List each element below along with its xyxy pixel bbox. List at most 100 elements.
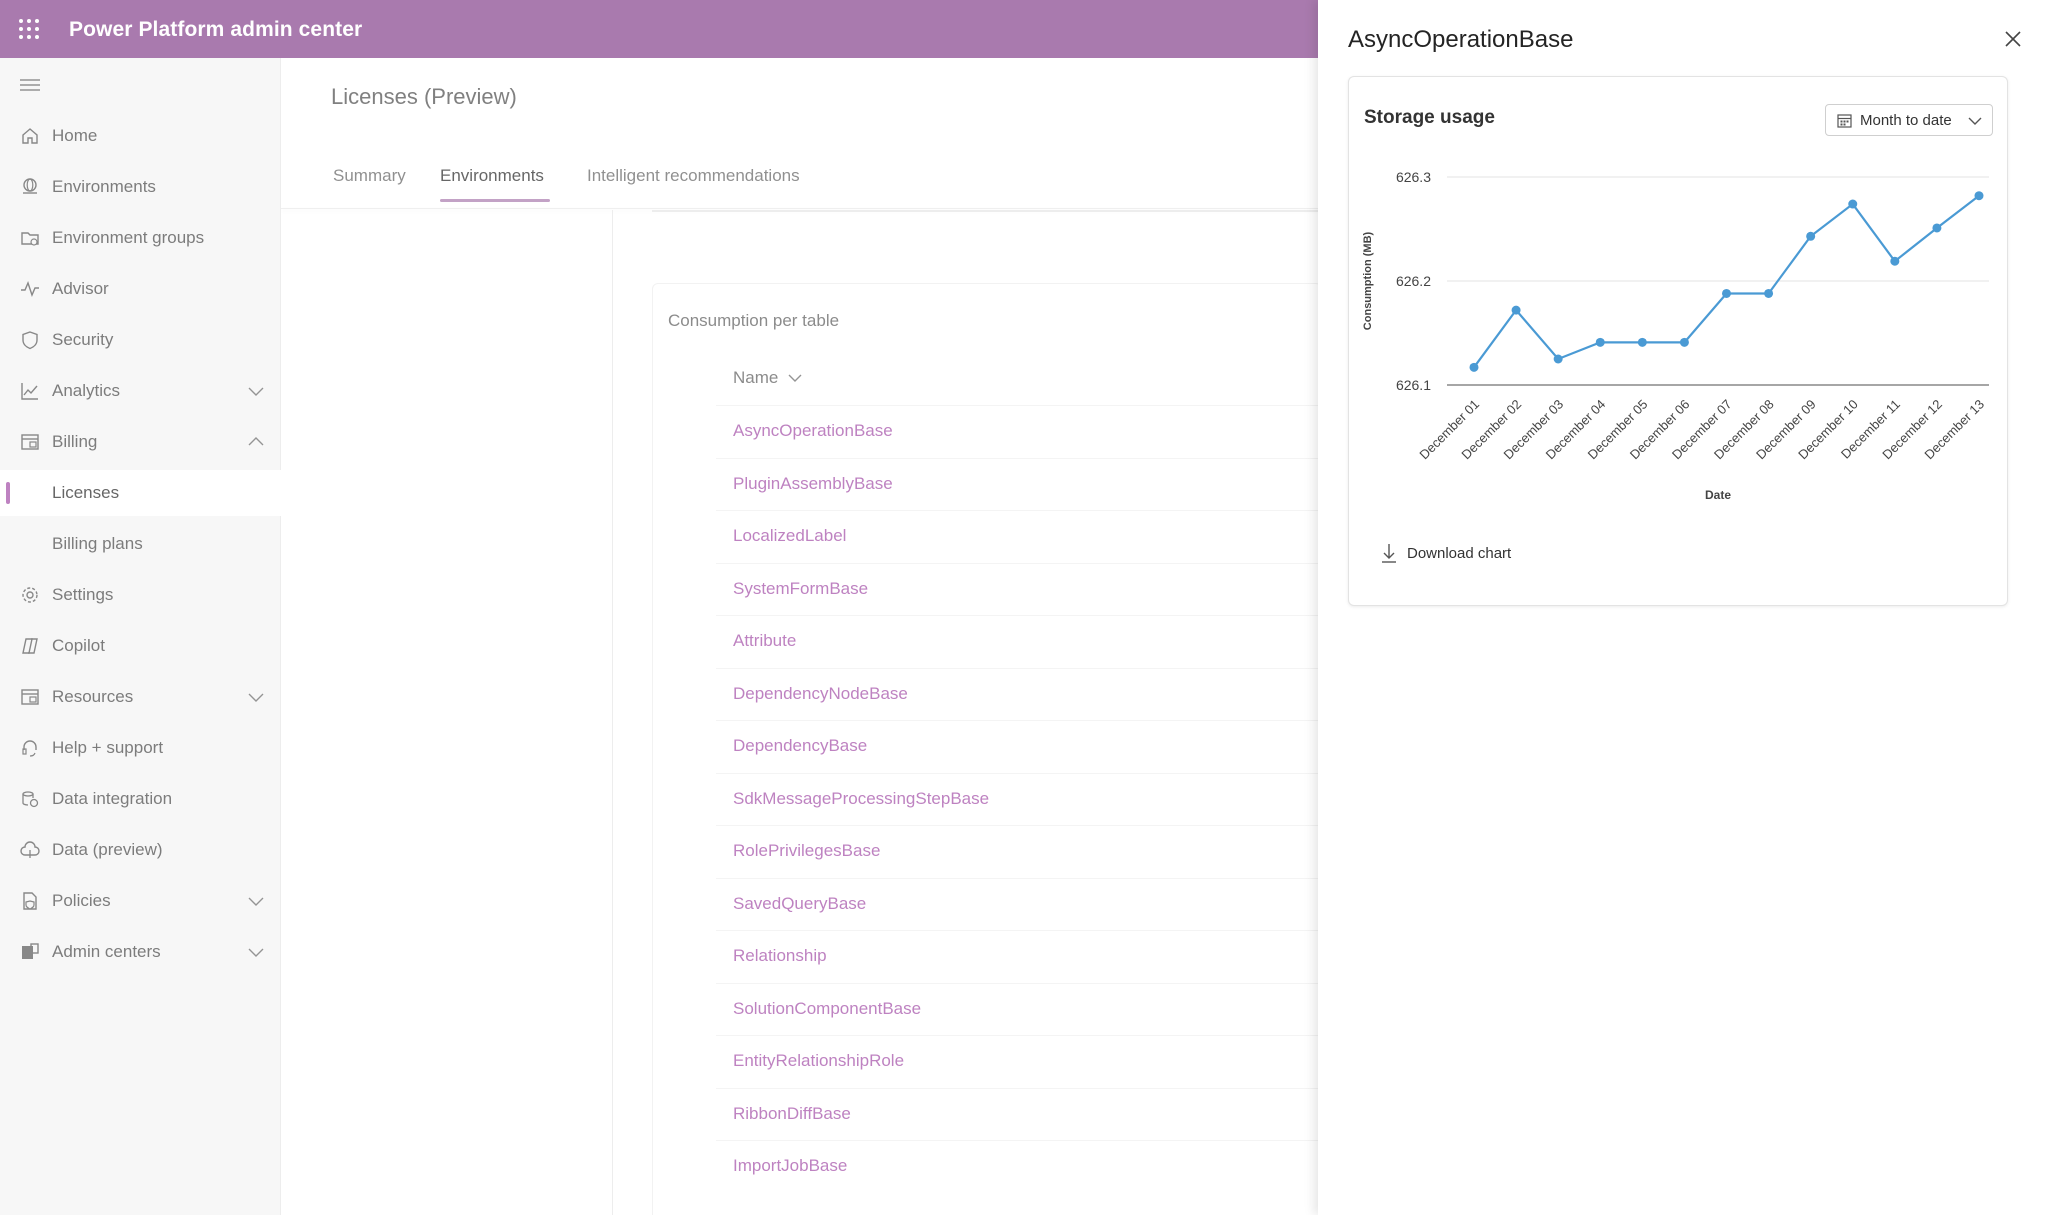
sidebar-item-label: Advisor bbox=[52, 279, 109, 298]
sidebar-item-admin-centers[interactable]: Admin centers bbox=[0, 929, 281, 975]
consumption-table-card bbox=[652, 283, 1322, 1215]
tab-environments[interactable]: Environments bbox=[440, 166, 544, 185]
sidebar-item-environment-groups[interactable]: Environment groups bbox=[0, 215, 281, 261]
sidebar-item-label: Admin centers bbox=[52, 942, 161, 961]
name-column-header[interactable]: Name bbox=[733, 368, 802, 388]
chevron-down-icon bbox=[788, 374, 802, 382]
sidebar-item-help-support[interactable]: Help + support bbox=[0, 725, 281, 771]
download-chart-label: Download chart bbox=[1407, 544, 1512, 562]
detail-panel: AsyncOperationBase Storage usage Month t… bbox=[1318, 0, 2048, 1215]
table-name-link[interactable]: PluginAssemblyBase bbox=[733, 473, 893, 493]
home-icon bbox=[22, 128, 38, 144]
data-point bbox=[1974, 191, 1984, 201]
chevron-down-icon[interactable] bbox=[248, 690, 264, 704]
app-title[interactable]: Power Platform admin center bbox=[69, 18, 363, 41]
table-name-link[interactable]: ImportJobBase bbox=[733, 1156, 848, 1175]
y-axis-label: Consumption (MB) bbox=[1362, 231, 1374, 330]
x-axis-label: Date bbox=[1705, 488, 1731, 502]
table-name-link[interactable]: DependencyNodeBase bbox=[733, 683, 908, 703]
column-header-label: Name bbox=[733, 368, 779, 387]
sidebar-item-environments[interactable]: Environments bbox=[0, 164, 281, 210]
data-point bbox=[1932, 223, 1942, 233]
table-row: PluginAssemblyBase bbox=[716, 457, 1322, 510]
card-top-border bbox=[652, 210, 1322, 212]
admin-centers-icon bbox=[22, 943, 39, 959]
calendar-icon bbox=[1837, 114, 1852, 128]
sidebar-item-data-preview[interactable]: Data (preview) bbox=[0, 827, 281, 873]
shield-icon bbox=[22, 331, 38, 350]
resources-icon bbox=[21, 689, 39, 705]
table-row: LocalizedLabel bbox=[716, 510, 1322, 562]
sidebar-item-advisor[interactable]: Advisor bbox=[0, 266, 281, 312]
panel-title: AsyncOperationBase bbox=[1348, 26, 1574, 53]
sidebar-item-copilot[interactable]: Copilot bbox=[0, 623, 281, 669]
table-row: ImportJobBase bbox=[716, 1140, 1322, 1192]
sidebar-item-label: Resources bbox=[52, 687, 134, 706]
table-name-link[interactable]: Relationship bbox=[733, 946, 827, 965]
sidebar-item-label: Billing bbox=[52, 432, 98, 451]
table-row: EntityRelationshipRole bbox=[716, 1035, 1322, 1087]
chevron-down-icon[interactable] bbox=[248, 945, 264, 959]
table-name-link[interactable]: RolePrivilegesBase bbox=[733, 841, 881, 860]
app-launcher-icon[interactable] bbox=[18, 18, 40, 40]
table-name-link[interactable]: AsyncOperationBase bbox=[733, 421, 893, 440]
chevron-down-icon[interactable] bbox=[248, 894, 264, 908]
y-tick-label: 626.2 bbox=[1396, 273, 1431, 289]
table-name-link[interactable]: RibbonDiffBase bbox=[733, 1103, 851, 1123]
data-point bbox=[1764, 288, 1774, 298]
download-icon bbox=[1382, 544, 1396, 563]
table-name-link[interactable]: LocalizedLabel bbox=[733, 526, 847, 545]
sidebar-item-data-integration[interactable]: Data integration bbox=[0, 776, 281, 822]
table-row: SolutionComponentBase bbox=[716, 982, 1322, 1035]
chart-title: Storage usage bbox=[1364, 107, 1495, 128]
download-chart-button[interactable]: Download chart bbox=[1381, 543, 1511, 563]
table-name-link[interactable]: SystemFormBase bbox=[733, 578, 869, 598]
storage-usage-card: Storage usage Month to date 626.1 626.2 62… bbox=[1348, 76, 2008, 606]
sidebar-item-settings[interactable]: Settings bbox=[0, 572, 281, 618]
chevron-down-icon[interactable] bbox=[248, 384, 264, 398]
sidebar-item-home[interactable]: Home bbox=[0, 113, 281, 159]
sidebar-item-billing-plans[interactable]: Billing plans bbox=[0, 521, 281, 567]
table-name-link[interactable]: Attribute bbox=[733, 631, 797, 650]
sidebar: Home Environments Environment groups Adv… bbox=[0, 58, 281, 1215]
data-point bbox=[1469, 362, 1479, 372]
table-name-link[interactable]: SdkMessageProcessingStepBase bbox=[733, 788, 990, 808]
date-range-dropdown[interactable]: Month to date bbox=[1825, 104, 1993, 136]
table-row: AsyncOperationBase bbox=[716, 405, 1322, 457]
sidebar-item-analytics[interactable]: Analytics bbox=[0, 368, 281, 414]
sidebar-item-licenses[interactable]: Licenses bbox=[0, 470, 281, 516]
chevron-down-icon bbox=[1968, 117, 1982, 125]
table-name-link[interactable]: EntityRelationshipRole bbox=[733, 1051, 905, 1070]
close-icon[interactable] bbox=[2004, 30, 2022, 48]
table-row: SavedQueryBase bbox=[716, 877, 1322, 930]
chevron-up-icon[interactable] bbox=[248, 435, 264, 449]
table-row: SdkMessageProcessingStepBase bbox=[716, 772, 1322, 825]
sidebar-item-label: Billing plans bbox=[52, 534, 143, 553]
y-tick-label: 626.1 bbox=[1396, 377, 1431, 393]
table-name-link[interactable]: SolutionComponentBase bbox=[733, 998, 922, 1018]
sidebar-item-label: Settings bbox=[52, 585, 114, 604]
sidebar-item-label: Analytics bbox=[52, 381, 121, 400]
data-point bbox=[1890, 256, 1900, 266]
sidebar-item-resources[interactable]: Resources bbox=[0, 674, 281, 720]
tab-intelligent-recommendations[interactable]: Intelligent recommendations bbox=[587, 166, 800, 185]
analytics-icon bbox=[21, 383, 38, 400]
table-row: Attribute bbox=[716, 615, 1322, 667]
sidebar-item-billing[interactable]: Billing bbox=[0, 419, 281, 465]
table-name-link[interactable]: DependencyBase bbox=[733, 736, 868, 755]
hamburger-menu-icon[interactable] bbox=[20, 78, 40, 92]
data-point bbox=[1806, 231, 1816, 241]
page-title: Licenses (Preview) bbox=[331, 84, 517, 109]
data-point bbox=[1637, 337, 1647, 347]
gear-icon bbox=[22, 587, 38, 603]
table-name-link[interactable]: SavedQueryBase bbox=[733, 893, 867, 913]
sidebar-item-security[interactable]: Security bbox=[0, 317, 281, 363]
table-row: RibbonDiffBase bbox=[716, 1087, 1322, 1140]
tab-summary[interactable]: Summary bbox=[333, 166, 406, 185]
data-point bbox=[1722, 288, 1731, 298]
sidebar-item-policies[interactable]: Policies bbox=[0, 878, 281, 924]
data-point bbox=[1595, 337, 1605, 347]
table-row: RolePrivilegesBase bbox=[716, 825, 1322, 877]
series-line bbox=[1473, 194, 1980, 368]
